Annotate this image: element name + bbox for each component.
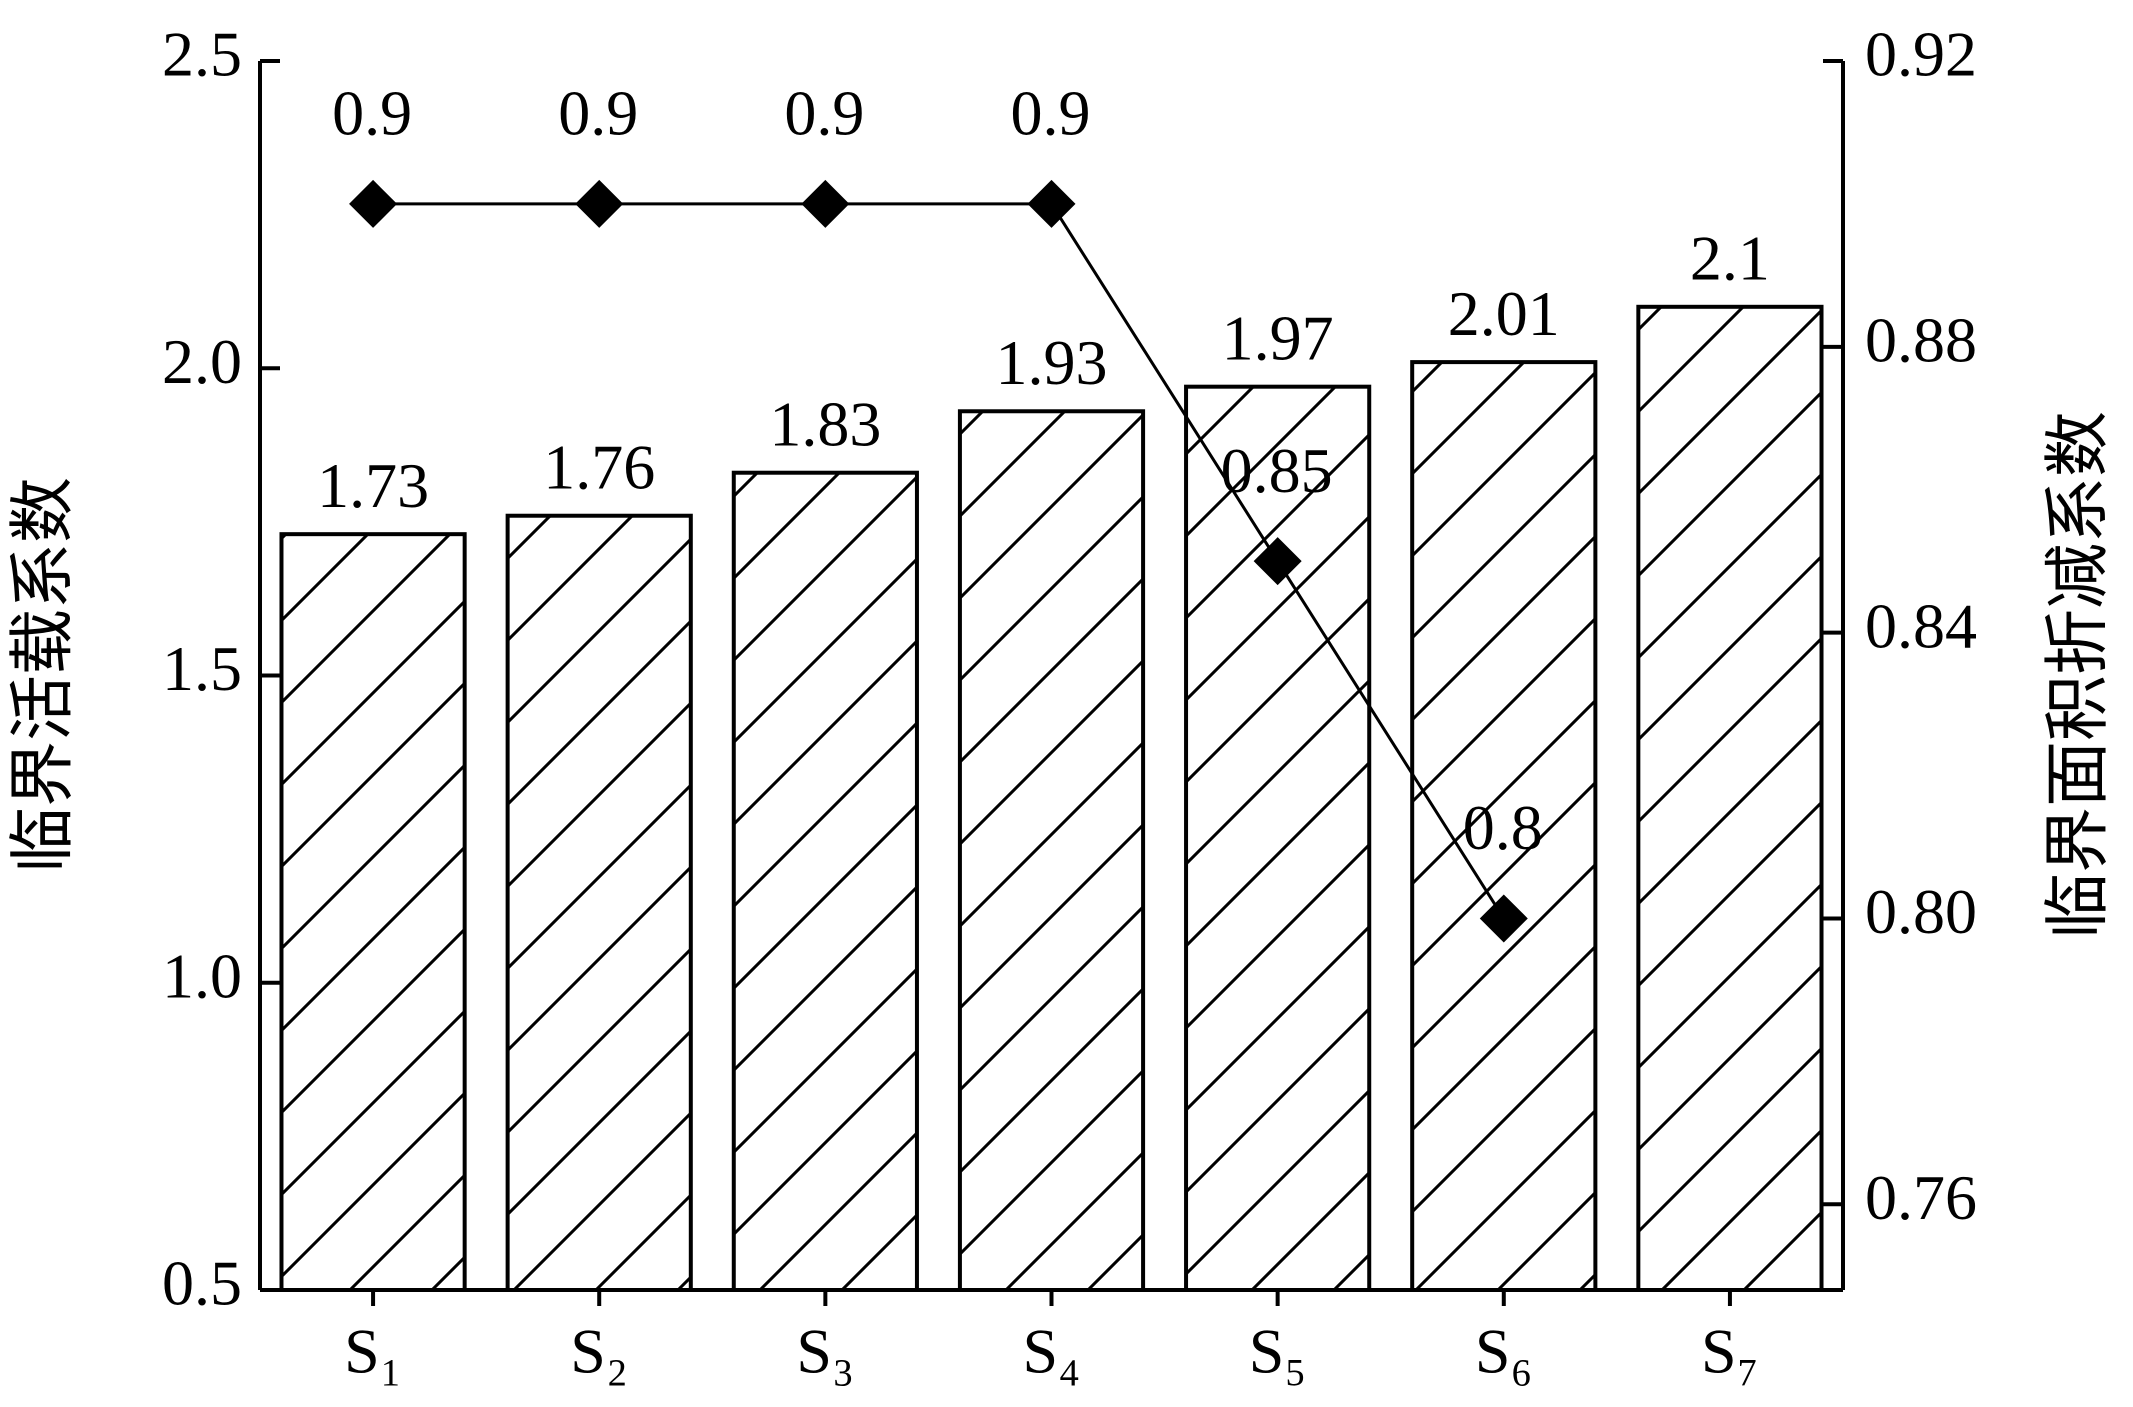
bar-value-label: 1.93 [996,327,1108,398]
y-tick-label: 0.5 [162,1248,242,1319]
y-tick-label: 1.0 [162,940,242,1011]
bar [279,532,467,1292]
line-value-label: 0.9 [1011,78,1091,149]
line-marker [801,179,850,228]
y-tick-label: 2.5 [162,19,242,90]
line [373,202,1506,920]
line-marker [1479,894,1528,943]
line-value-label: 0.9 [332,78,412,149]
bar [1636,304,1824,1292]
line-marker [349,179,398,228]
x-tick-label: S₁ [344,1316,402,1387]
bar-value-label: 1.83 [769,388,881,459]
line-marker [575,179,624,228]
y2-axis-title: 临界面积折减系数 [2042,411,2115,939]
line-value-label: 0.8 [1463,792,1543,863]
bar [505,513,693,1292]
y2-tick-label: 0.80 [1865,876,1977,947]
x-tick-label: S₄ [1023,1316,1081,1387]
bar [1184,384,1372,1292]
bar [1410,360,1598,1293]
y2-tick-label: 0.92 [1865,19,1977,90]
line-marker [1027,179,1076,228]
line-value-label: 0.85 [1221,435,1333,506]
y-axis-title: 临界活载系数 [7,477,80,873]
x-tick-label: S₇ [1701,1316,1759,1387]
y2-tick-label: 0.88 [1865,305,1977,376]
bar-value-label: 1.76 [543,431,655,502]
line-value-label: 0.9 [784,78,864,149]
y2-tick-label: 0.84 [1865,590,1977,661]
y2-tick-label: 0.76 [1865,1162,1977,1233]
y-tick-label: 2.0 [162,326,242,397]
bar-value-label: 1.97 [1222,302,1334,373]
bar-value-label: 2.01 [1448,278,1560,349]
line-value-label: 0.9 [558,78,638,149]
x-tick-label: S₆ [1475,1316,1533,1387]
bar [957,409,1146,1292]
bar-value-label: 2.1 [1690,222,1770,293]
bar-value-label: 1.73 [317,450,429,521]
x-tick-label: S₃ [796,1316,854,1387]
bar [731,470,919,1292]
x-tick-label: S₂ [570,1316,628,1387]
y-tick-label: 1.5 [162,633,242,704]
x-tick-label: S₅ [1249,1316,1307,1387]
line-marker [1253,537,1302,586]
